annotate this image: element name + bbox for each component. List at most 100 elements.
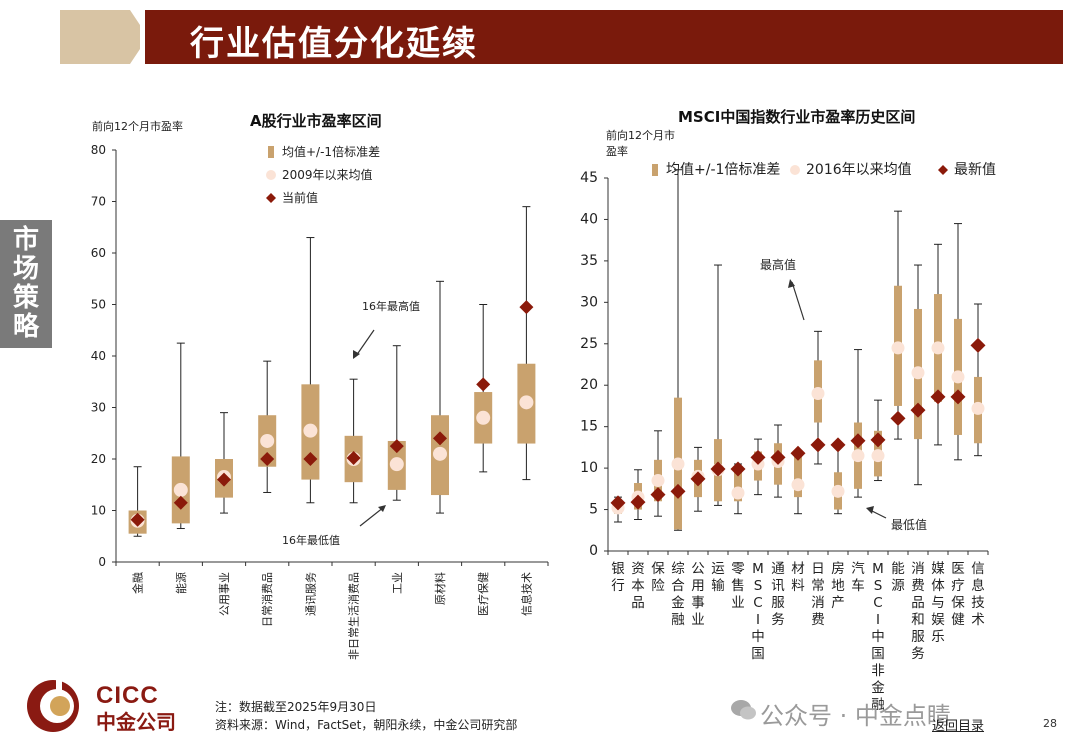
side-tab[interactable] — [0, 220, 52, 348]
back-to-contents-link[interactable]: 返回目录 — [932, 719, 985, 734]
right-current-diamond — [730, 461, 746, 477]
left-legend-label: 当前值 — [282, 190, 318, 205]
left-average-dot — [303, 423, 318, 438]
left-y-tick-label: 10 — [91, 504, 106, 518]
right-category-label-char: 资 — [631, 561, 645, 577]
right-category-label-char: 汽 — [851, 561, 865, 577]
header-bar — [145, 10, 1063, 64]
right-category-label-char: 技 — [971, 595, 985, 611]
right-current-diamond — [870, 432, 886, 448]
right-legend-band-swatch — [652, 164, 658, 176]
right-category-label-char: 品 — [911, 595, 925, 611]
right-category-label-char: 房 — [831, 561, 845, 577]
left-average-dot — [173, 482, 188, 497]
left-chart-title: A股行业市盈率区间 — [250, 112, 382, 130]
cicc-logo-icon — [27, 680, 79, 732]
logo-text-cn: 中金公司 — [96, 710, 176, 734]
right-category-label-char: 日 — [811, 561, 825, 577]
left-category-label: 医疗保健 — [476, 572, 490, 616]
right-category-label-char: 能 — [891, 561, 905, 577]
right-category-label-char: C — [873, 595, 882, 611]
left-annotation-max-arrowhead — [353, 350, 360, 359]
right-category-label-char: 服 — [771, 595, 785, 611]
right-current-diamond — [770, 449, 786, 465]
right-category-label-char: C — [753, 595, 762, 611]
right-category-label-char: 体 — [931, 578, 945, 594]
right-average-dot — [671, 457, 685, 471]
left-average-dot — [476, 410, 491, 425]
right-category-label-char: 媒 — [931, 561, 945, 577]
right-current-diamond — [930, 389, 946, 405]
right-category-label-char: 产 — [831, 595, 845, 611]
left-chart-ylabel: 前向12个月市盈率 — [92, 120, 183, 133]
right-category-label-char: M — [872, 561, 884, 577]
right-category-label-char: 公 — [691, 561, 705, 577]
left-current-diamond — [130, 512, 145, 527]
left-annotation-max-arrow — [355, 329, 375, 357]
right-category-label-char: S — [874, 578, 883, 594]
right-category-label-char: 业 — [731, 595, 745, 611]
right-y-tick-label: 25 — [580, 336, 598, 352]
right-category-label-char: 常 — [811, 578, 825, 594]
right-current-diamond — [690, 471, 706, 487]
header-accent-block — [60, 10, 140, 64]
right-current-diamond — [630, 494, 646, 510]
left-category-label: 通讯服务 — [304, 572, 317, 616]
right-category-label-char: 息 — [971, 577, 985, 594]
left-category-label: 公用事业 — [218, 572, 231, 616]
right-average-dot — [831, 484, 845, 498]
footnote: 注：数据截至2025年9月30日 — [215, 700, 377, 714]
source-note: 资料来源：Wind，FactSet，朝阳永续，中金公司研究部 — [215, 718, 518, 732]
right-category-label-char: 保 — [651, 561, 665, 577]
right-annotation-min-arrow — [869, 509, 887, 519]
right-y-tick-label: 20 — [580, 377, 598, 393]
right-category-label-char: 务 — [911, 646, 925, 662]
left-legend-band-swatch — [268, 146, 274, 158]
right-y-tick-label: 10 — [580, 460, 598, 476]
left-legend-label: 均值+/-1倍标准差 — [282, 144, 380, 159]
right-category-label-char: 务 — [771, 612, 785, 628]
page-title: 行业估值分化延续 — [190, 24, 478, 64]
wechat-icon — [731, 700, 756, 720]
right-legend-label: 最新值 — [954, 162, 996, 178]
left-y-tick-label: 20 — [91, 452, 106, 466]
right-y-tick-label: 15 — [580, 419, 598, 435]
right-average-dot — [911, 366, 925, 380]
right-category-label-char: 运 — [711, 561, 725, 577]
left-y-tick-label: 60 — [91, 246, 106, 260]
right-category-label-char: 信 — [971, 561, 985, 577]
left-current-diamond — [217, 472, 231, 487]
right-annotation-min: 最低值 — [891, 517, 927, 532]
left-annotation-min-arrowhead — [378, 505, 386, 512]
left-category-label: 信息技术 — [519, 572, 533, 616]
right-category-label-char: 国 — [751, 646, 765, 662]
left-current-diamond — [173, 495, 188, 510]
right-category-label-char: 金 — [871, 680, 885, 696]
right-category-label-char: 售 — [731, 578, 745, 594]
logo-text-en: CICC — [96, 682, 159, 709]
right-category-label-char: 输 — [711, 578, 725, 594]
left-current-diamond — [519, 300, 534, 315]
right-category-label-char: 融 — [671, 612, 685, 628]
left-current-diamond — [389, 439, 404, 454]
right-y-tick-label: 30 — [580, 294, 598, 310]
right-chart-title: MSCI中国指数行业市盈率历史区间 — [678, 108, 916, 126]
left-current-diamond — [260, 452, 275, 466]
left-category-label: 原材料 — [433, 572, 447, 605]
right-average-dot — [651, 474, 665, 488]
right-legend-current-swatch — [938, 165, 948, 175]
right-category-label-char: 与 — [931, 595, 945, 611]
left-category-label: 工业 — [391, 572, 404, 594]
right-category-label-char: 险 — [651, 578, 665, 594]
left-current-diamond — [476, 377, 491, 392]
right-category-label-char: 消 — [911, 561, 925, 577]
left-category-label: 日常消费品 — [260, 572, 274, 627]
right-category-label-char: 医 — [951, 561, 965, 577]
right-average-dot — [931, 341, 945, 355]
right-category-label-char: 综 — [671, 561, 685, 577]
right-category-label-char: 术 — [971, 612, 985, 628]
left-legend-current-swatch — [266, 193, 276, 203]
right-category-label-char: 行 — [611, 578, 625, 594]
right-category-label-char: 保 — [951, 595, 965, 611]
